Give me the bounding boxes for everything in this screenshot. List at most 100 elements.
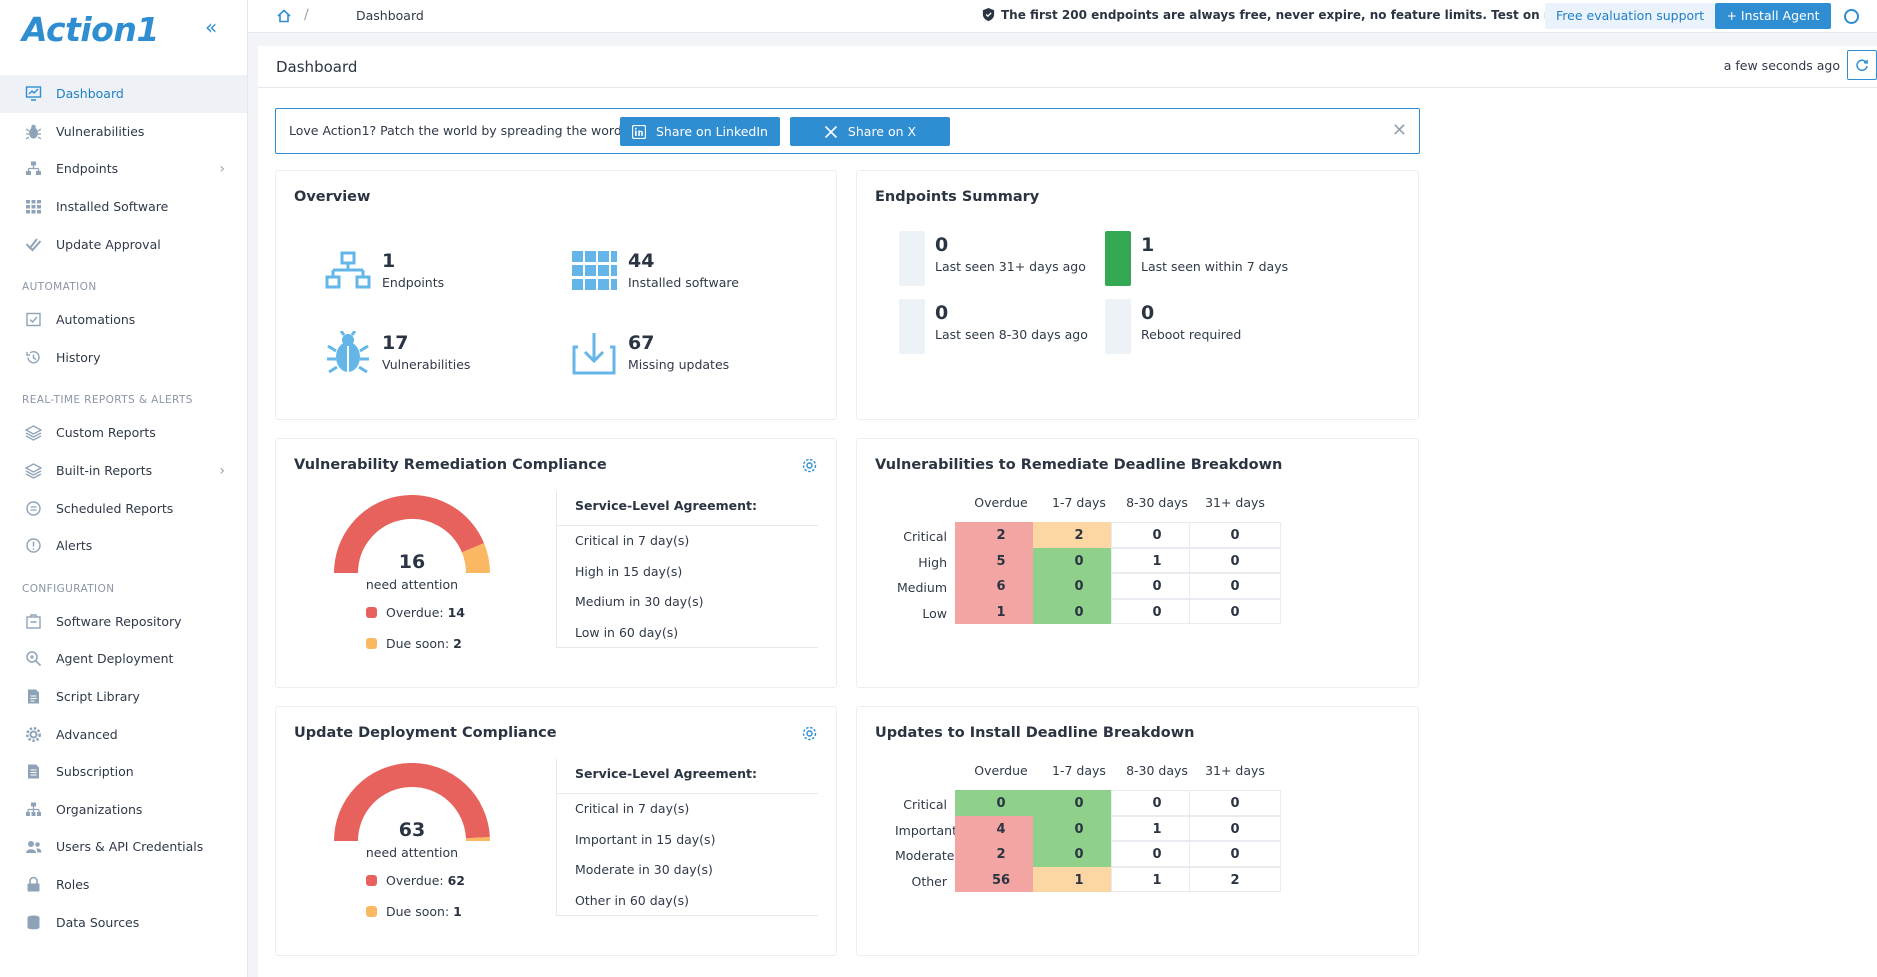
sidebar-item-software-repository[interactable]: Software Repository: [0, 603, 247, 641]
matrix-cell[interactable]: 1: [1111, 815, 1203, 842]
matrix-cell[interactable]: 2: [955, 841, 1047, 867]
sidebar-item-scheduled-reports[interactable]: Scheduled Reports: [0, 489, 247, 527]
due-soon-dot: [366, 638, 377, 649]
matrix-cell[interactable]: 0: [1033, 573, 1125, 599]
matrix-cell[interactable]: 0: [1033, 598, 1125, 625]
update-breakdown-title: Updates to Install Deadline Breakdown: [875, 725, 1195, 741]
matrix-cell[interactable]: 4: [955, 815, 1047, 842]
collapse-sidebar-icon[interactable]: «: [205, 15, 218, 39]
matrix-cell[interactable]: 0: [1111, 841, 1203, 867]
chevron-right-icon: ›: [219, 160, 225, 177]
status-circle-icon[interactable]: [1844, 9, 1859, 24]
sidebar-item-endpoints[interactable]: Endpoints ›: [0, 150, 247, 188]
stat-missing-updates[interactable]: 67 Missing updates: [570, 331, 729, 375]
sidebar-item-alerts[interactable]: Alerts: [0, 527, 247, 565]
sidebar-item-agent-deployment[interactable]: Agent Deployment: [0, 640, 247, 678]
sidebar-item-advanced[interactable]: Advanced: [0, 715, 247, 753]
sidebar-item-installed-software[interactable]: Installed Software: [0, 188, 247, 226]
sidebar-item-update-approval[interactable]: Update Approval: [0, 225, 247, 263]
sidebar-item-label: Vulnerabilities: [56, 123, 145, 139]
sidebar-item-history[interactable]: History: [0, 339, 247, 377]
sidebar-item-label: Update Approval: [56, 236, 161, 252]
download-tray-icon: [572, 333, 616, 375]
install-agent-button[interactable]: + Install Agent: [1715, 3, 1831, 29]
stat-vulnerabilities[interactable]: 17 Vulnerabilities: [324, 331, 470, 375]
matrix-cell[interactable]: 0: [1033, 841, 1125, 867]
matrix-cell[interactable]: 0: [1189, 522, 1281, 548]
gear-icon[interactable]: [801, 457, 818, 474]
endpoint-status-item[interactable]: 0 Last seen 31+ days ago: [935, 233, 1086, 274]
share-linkedin-button[interactable]: Share on LinkedIn: [620, 117, 780, 146]
alert-icon: [24, 537, 42, 555]
gear-icon[interactable]: [801, 725, 818, 742]
matrix-cell[interactable]: 0: [1111, 522, 1203, 548]
main-content: Dashboard a few seconds ago Love Action1…: [258, 46, 1877, 977]
gauge-overdue-arc: [334, 495, 485, 574]
matrix-row-label: Important: [895, 822, 957, 838]
matrix-cell[interactable]: 0: [1189, 841, 1281, 867]
software-label: Installed software: [628, 275, 739, 290]
matrix-cell[interactable]: 5: [955, 547, 1047, 574]
vuln-gauge-total: 16: [398, 551, 426, 573]
sidebar-item-subscription[interactable]: Subscription: [0, 753, 247, 791]
sidebar-section-heading: AUTOMATION: [22, 280, 97, 293]
matrix-cell[interactable]: 0: [1033, 790, 1125, 816]
sidebar-section-heading: REAL-TIME REPORTS & ALERTS: [22, 394, 193, 407]
shield-icon: [982, 7, 995, 22]
endpoint-status-item[interactable]: 0 Last seen 8-30 days ago: [935, 301, 1088, 342]
matrix-cell[interactable]: 0: [1189, 573, 1281, 599]
matrix-cell[interactable]: 0: [1033, 815, 1125, 842]
matrix-cell[interactable]: 0: [1111, 573, 1203, 599]
endpoint-status-count: 1: [1141, 234, 1155, 256]
breadcrumb[interactable]: Dashboard: [356, 8, 424, 23]
sidebar-item-users-api-credentials[interactable]: Users & API Credentials: [0, 828, 247, 866]
x-icon: [824, 125, 837, 138]
stat-installed-software[interactable]: 44 Installed software: [570, 249, 739, 293]
free-evaluation-button[interactable]: Free evaluation support: [1545, 3, 1716, 29]
matrix-cell[interactable]: 0: [955, 790, 1047, 816]
vuln-overdue-value: 14: [447, 605, 466, 620]
sidebar-item-dashboard[interactable]: Dashboard: [0, 75, 247, 113]
endpoint-status-item[interactable]: 1 Last seen within 7 days: [1141, 233, 1288, 274]
matrix-cell[interactable]: 1: [1033, 866, 1125, 893]
matrix-cell[interactable]: 2: [1033, 522, 1125, 548]
matrix-cell[interactable]: 0: [1189, 598, 1281, 625]
matrix-cell[interactable]: 2: [955, 522, 1047, 548]
sidebar-item-script-library[interactable]: Script Library: [0, 678, 247, 716]
sidebar-item-vulnerabilities[interactable]: Vulnerabilities: [0, 113, 247, 151]
vuln-sla: Service-Level Agreement: Critical in 7 d…: [556, 491, 818, 648]
matrix-cell[interactable]: 0: [1189, 547, 1281, 574]
bug-icon: [327, 331, 369, 374]
grid-icon: [24, 198, 42, 216]
matrix-cell[interactable]: 0: [1189, 790, 1281, 816]
matrix-column-header: Overdue: [974, 763, 1028, 778]
matrix-column-header: 8-30 days: [1126, 763, 1188, 778]
matrix-cell[interactable]: 2: [1189, 866, 1281, 893]
install-agent-label: Install Agent: [1740, 8, 1820, 23]
home-icon[interactable]: [276, 8, 292, 24]
matrix-cell[interactable]: 1: [1111, 547, 1203, 574]
sidebar-item-organizations[interactable]: Organizations: [0, 791, 247, 829]
endpoint-status-count: 0: [1141, 302, 1155, 324]
sidebar-item-custom-reports[interactable]: Custom Reports: [0, 414, 247, 452]
matrix-cell[interactable]: 0: [1189, 815, 1281, 842]
check-double-icon: [24, 235, 42, 253]
overdue-dot: [366, 875, 377, 886]
close-icon[interactable]: ✕: [1391, 120, 1407, 141]
vuln-legend-due-soon: Due soon: 2: [366, 636, 462, 651]
sidebar-item-data-sources[interactable]: Data Sources: [0, 903, 247, 941]
share-x-button[interactable]: Share on X: [790, 117, 950, 146]
matrix-row-label: Low: [922, 605, 947, 621]
matrix-cell[interactable]: 6: [955, 573, 1047, 599]
sidebar-item-automations[interactable]: Automations: [0, 301, 247, 339]
sidebar-item-roles[interactable]: Roles: [0, 866, 247, 904]
matrix-cell[interactable]: 56: [955, 866, 1047, 893]
matrix-cell[interactable]: 0: [1111, 790, 1203, 816]
stat-endpoints[interactable]: 1 Endpoints: [324, 249, 444, 293]
matrix-cell[interactable]: 1: [955, 598, 1047, 625]
endpoint-status-item[interactable]: 0 Reboot required: [1141, 301, 1241, 342]
matrix-cell[interactable]: 0: [1111, 598, 1203, 625]
sidebar-item-built-in-reports[interactable]: Built-in Reports ›: [0, 452, 247, 490]
refresh-button[interactable]: [1847, 50, 1877, 80]
endpoints-label: Endpoints: [382, 275, 445, 290]
